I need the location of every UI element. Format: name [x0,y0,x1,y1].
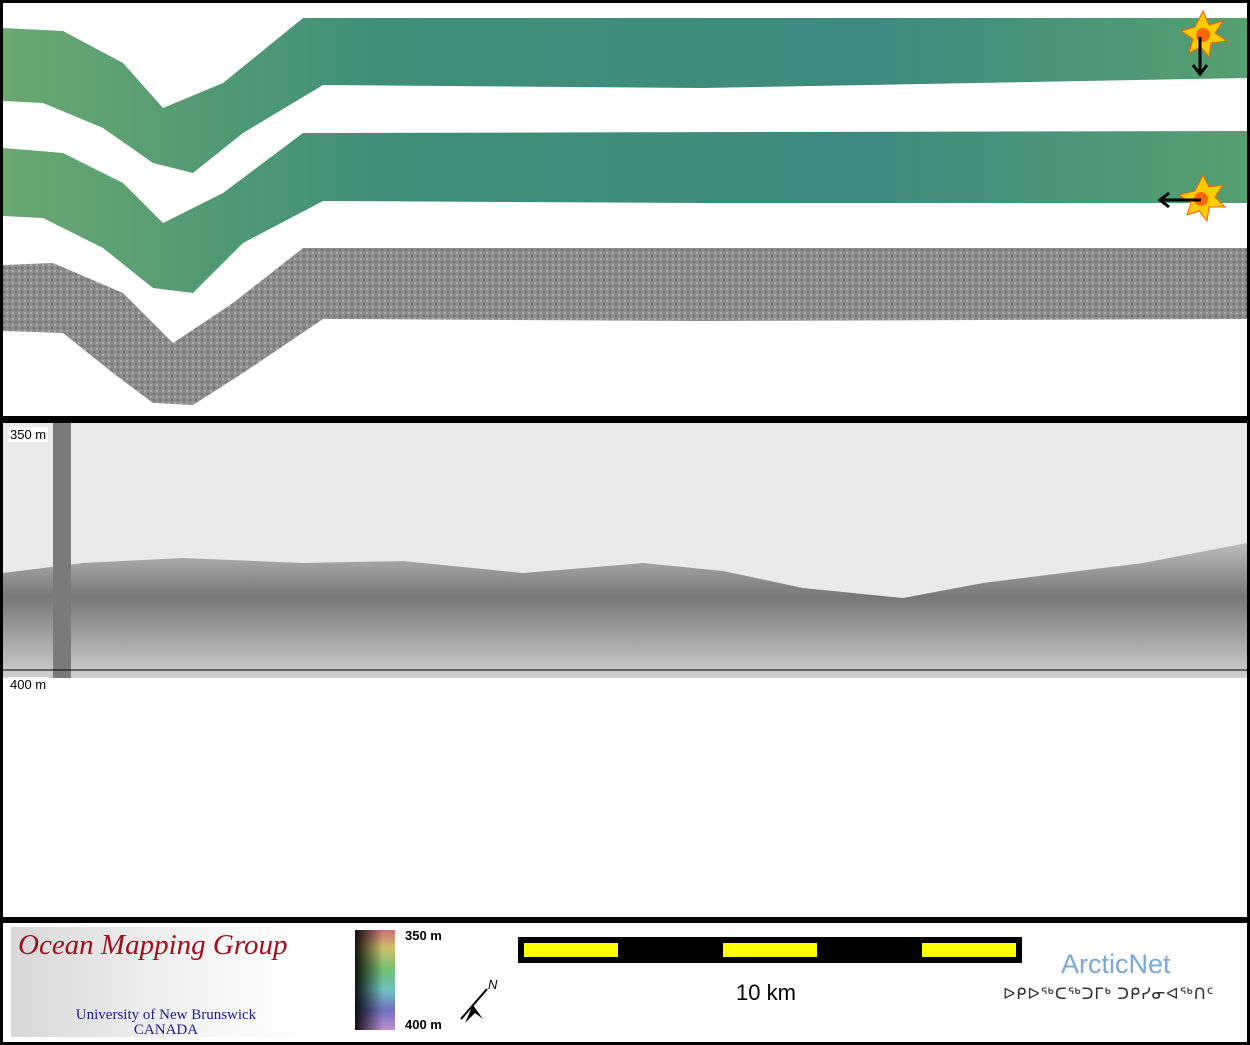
profile-bottom-depth-label: 400 m [8,677,49,692]
scale-segment [524,943,618,957]
swath-strips [3,9,1247,405]
arcticnet-logo: ArcticNet [1061,949,1171,979]
arrow-left-icon [1157,191,1201,209]
logo-country: CANADA [133,1022,199,1038]
logo-title: Ocean Mapping Group [18,929,288,961]
noise-band [53,423,71,678]
profile-image [3,423,1247,678]
depth-colorbar [355,930,395,1030]
scale-segment [922,943,1016,957]
bathymetry-strip-east-light [3,131,1247,293]
scale-label: 10 km [736,980,796,1005]
colorbar-top-label: 350 m [405,928,442,943]
scale-bar [518,937,1022,963]
profile-top-depth-label: 350 m [8,427,49,442]
backscatter-strip [3,248,1247,405]
logo-university: University of New Brunswick [75,1007,257,1023]
sun-illumination-icon [1177,173,1227,223]
north-label: N [488,977,498,992]
subbottom-profile-panel: 350 m 400 m [3,423,1247,917]
seabed-echo [3,543,1247,678]
scale-segment [723,943,817,957]
legend-panel: Ocean Mapping Group University of New Br… [3,923,1247,1042]
arcticnet-syllabics: ᐅᑭᐅᖅᑕᖅᑐᒥᒃ ᑐᑭᓯᓂᐊᖅᑎᑦ [1003,986,1215,1003]
colorbar-bottom-label: 400 m [405,1017,442,1032]
north-arrow-icon: N [460,977,498,1023]
arrow-down-icon [1191,37,1209,77]
swath-map-panel [3,3,1247,416]
bathymetry-strip-north-light [3,18,1247,173]
ocean-mapping-group-logo: Ocean Mapping Group University of New Br… [11,927,311,1038]
